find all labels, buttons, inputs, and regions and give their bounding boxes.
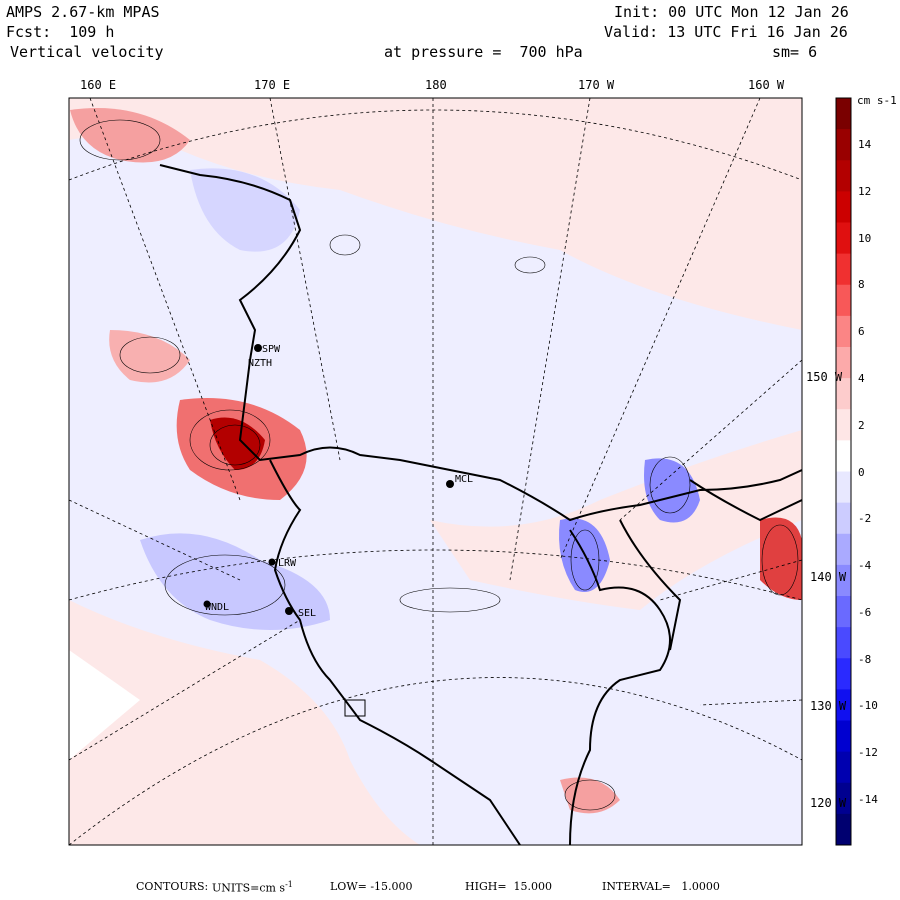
forecast-hour: Fcst: 109 h (6, 23, 115, 41)
colorbar-swatch (836, 191, 851, 223)
blue-patch-north-coast (190, 168, 300, 252)
colorbar-swatch (836, 284, 851, 317)
colorbar-swatch (836, 222, 851, 255)
light-red-region-southwest (69, 600, 420, 845)
red-patch-east-edge (760, 517, 802, 600)
colorbar-swatch (836, 253, 851, 286)
station-label-sel: SEL (298, 608, 316, 619)
colorbar-swatch (836, 533, 851, 566)
colorbar-swatch (836, 347, 851, 379)
station-label-lrw: LRW (278, 558, 297, 569)
station-label-wndl: WNDL (205, 602, 229, 613)
red-patch-northwest (70, 108, 190, 163)
lon-label-170e: 170 E (254, 78, 291, 92)
blue-patch-ross-ice (644, 458, 700, 523)
colorbar-tick-label: -6 (858, 605, 872, 619)
footer-interval: INTERVAL= 1.0000 (602, 880, 720, 893)
colorbar-swatch (836, 627, 851, 659)
station-label-spw: SPW (262, 344, 281, 355)
colorbar-tick-label: 4 (858, 371, 865, 385)
colorbar-tick-label: -8 (858, 652, 872, 666)
colorbar-swatch (836, 471, 851, 504)
contour-lines (79, 119, 799, 811)
lon-label-170w: 170 W (578, 78, 615, 92)
footer-low: LOW= -15.000 (330, 880, 413, 893)
light-red-region-east (430, 430, 802, 610)
station-label-nzth: NZTH (248, 358, 272, 369)
parallel-lines (69, 109, 802, 845)
colorbar-swatch (836, 160, 851, 192)
footer-units: UNITS=cm s-1 (212, 880, 293, 895)
colorbar-tick-label: -2 (858, 512, 872, 526)
colorbar (836, 98, 851, 846)
colorbar-swatch (836, 596, 851, 628)
colorbar-tick-label: 0 (858, 465, 865, 479)
colorbar-tick-label: -12 (858, 746, 878, 760)
field-name: Vertical velocity (10, 43, 164, 61)
station-markers (203, 344, 454, 717)
colorbar-swatch (836, 564, 851, 597)
footer-contours: CONTOURS: (136, 880, 209, 893)
meridian-lines (69, 98, 802, 845)
colorbar-frame (835, 97, 852, 846)
lat-label-130w: 130 W (810, 699, 847, 713)
colorbar-swatch (836, 440, 851, 472)
off-domain-corner (69, 650, 140, 760)
colorbar-swatch (836, 782, 851, 815)
lon-label-160e: 160 E (80, 78, 117, 92)
lon-label-160w: 160 W (748, 78, 785, 92)
valid-time: Valid: 13 UTC Fri 16 Jan 26 (604, 23, 848, 41)
footer-high: HIGH= 15.000 (465, 880, 553, 893)
red-patch-south (560, 777, 620, 814)
blue-patch-wndl (140, 533, 330, 630)
colorbar-tick-label: 6 (858, 325, 865, 339)
colorbar-tick-label: 14 (858, 138, 872, 151)
colorbar-tick-label: 10 (858, 231, 872, 245)
colorbar-tick-label: 8 (858, 278, 865, 292)
lat-label-140w: 140 W (810, 570, 847, 584)
model-title: AMPS 2.67-km MPAS (6, 3, 160, 21)
smoothing-value: sm= 6 (772, 43, 818, 61)
footer-units-exponent: -1 (285, 880, 293, 889)
colorbar-tick-label: -10 (858, 699, 878, 713)
colorbar-swatch (836, 689, 851, 721)
coastlines (159, 164, 802, 845)
light-red-region-north (69, 98, 802, 330)
lon-label-180: 180 (425, 78, 447, 92)
red-patch-west (109, 330, 190, 383)
red-core-transantarctic (210, 417, 265, 470)
init-time: Init: 00 UTC Mon 12 Jan 26 (614, 3, 849, 21)
colorbar-tick-label: 12 (858, 184, 872, 198)
colorbar-swatch (836, 813, 851, 846)
colorbar-swatch (836, 751, 851, 784)
station-label-mcl: MCL (455, 474, 473, 485)
colorbar-swatch (836, 315, 851, 348)
colorbar-units: cm s-1 (857, 94, 897, 107)
map-frame (68, 97, 803, 846)
colorbar-swatch (836, 658, 851, 690)
colorbar-swatch (836, 378, 851, 410)
lat-label-120w: 120 W (810, 796, 847, 810)
lat-label-150w: 150 W (806, 370, 843, 384)
colorbar-swatch (836, 502, 851, 535)
colorbar-swatch (836, 720, 851, 753)
colorbar-tick-label: 2 (858, 418, 865, 432)
colorbar-tick-label: -4 (858, 559, 872, 573)
colorbar-tick-label: -14 (858, 793, 878, 806)
pressure-level: at pressure = 700 hPa (384, 43, 583, 61)
colorbar-swatch (836, 98, 851, 130)
colorbar-swatch (836, 129, 851, 161)
colorbar-swatch (836, 409, 851, 441)
